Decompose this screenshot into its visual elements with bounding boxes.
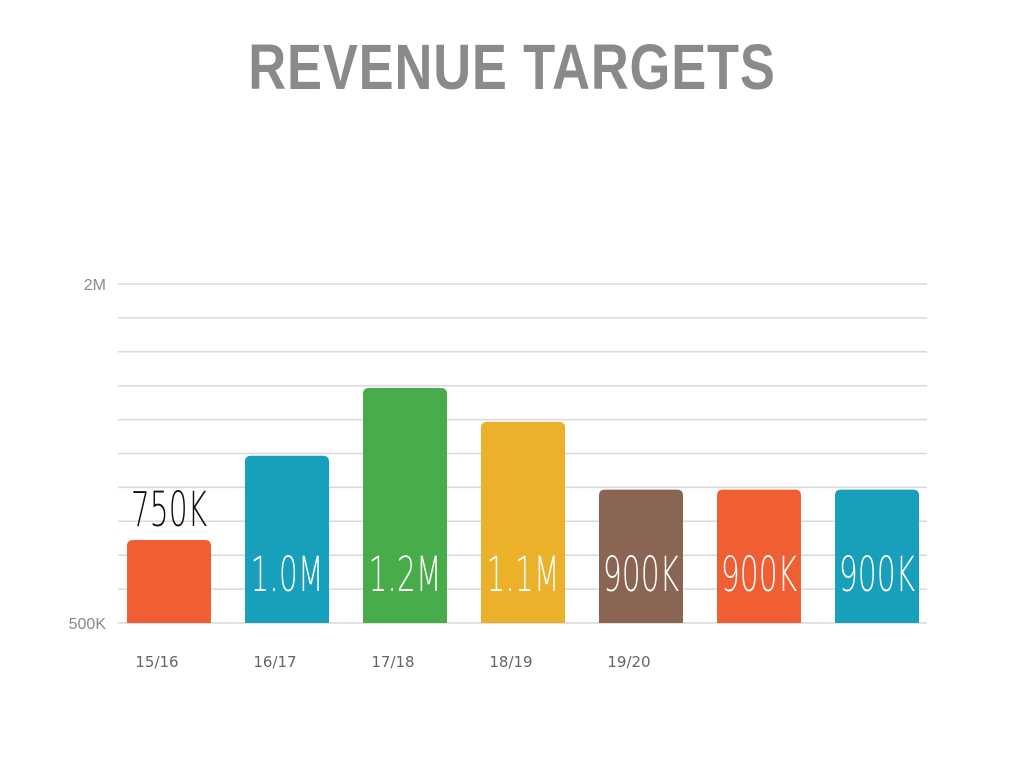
x-tick-label: 17/18 — [371, 653, 414, 671]
x-tick-label: 16/17 — [253, 653, 296, 671]
data-label-group: 900K — [603, 548, 679, 603]
bar — [481, 421, 565, 623]
bar — [363, 387, 447, 623]
data-label-group: 900K — [839, 548, 915, 603]
data-label: 750K — [131, 483, 207, 538]
bar — [835, 489, 919, 623]
data-label: 1.2M — [369, 548, 442, 603]
data-label-group: 900K — [721, 548, 797, 603]
data-label: 900K — [603, 548, 679, 603]
chart-title: REVENUE TARGETS — [248, 31, 776, 103]
data-label-group: 1.0M — [251, 548, 324, 603]
bar — [717, 489, 801, 623]
data-label: 1.0M — [251, 548, 324, 603]
data-label: 900K — [721, 548, 797, 603]
data-label-group: 750K — [131, 483, 207, 538]
bar — [245, 455, 329, 623]
x-tick-label: 15/16 — [135, 653, 178, 671]
bar — [127, 540, 211, 623]
data-label-group: 1.2M — [369, 548, 442, 603]
bar — [599, 489, 683, 623]
y-tick-label: 2M — [84, 277, 106, 294]
x-tick-label: 19/20 — [607, 653, 650, 671]
x-tick-label: 18/19 — [489, 653, 532, 671]
y-tick-label: 500K — [69, 616, 107, 633]
data-label: 900K — [839, 548, 915, 603]
data-label-group: 1.1M — [487, 548, 560, 603]
data-label: 1.1M — [487, 548, 560, 603]
